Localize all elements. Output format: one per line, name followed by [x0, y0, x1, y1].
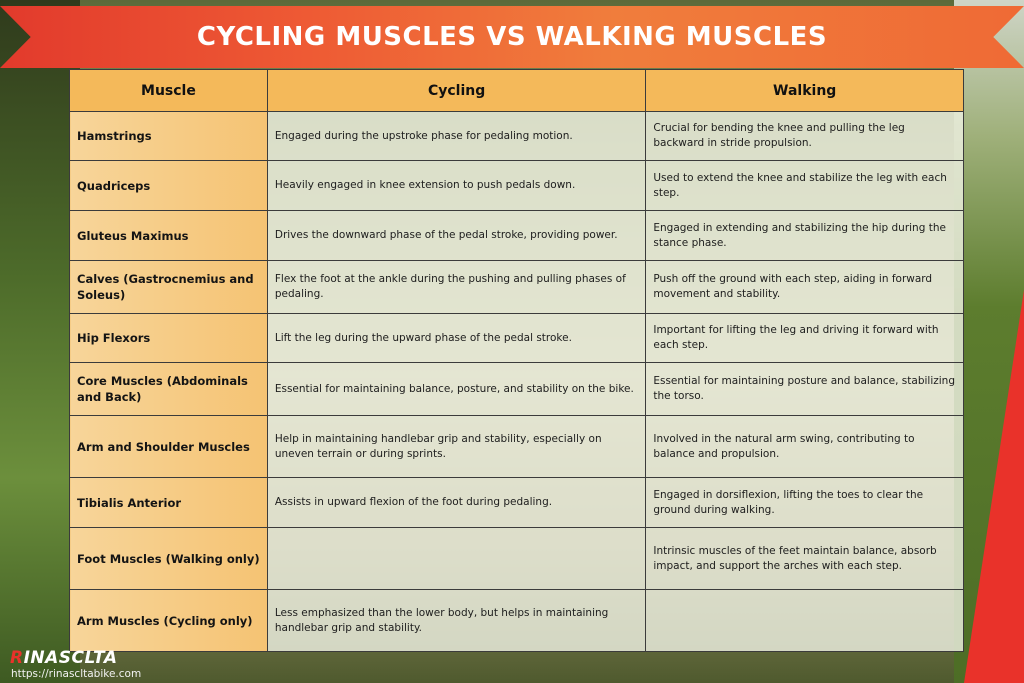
walking-description: Important for lifting the leg and drivin… [645, 313, 964, 363]
title-ribbon [0, 6, 1024, 68]
background-left-foliage [0, 0, 80, 683]
cycling-description: Engaged during the upstroke phase for pe… [266, 111, 647, 161]
table-row: Quadriceps Heavily engaged in knee exten… [69, 160, 964, 211]
walking-description: Push off the ground with each step, aidi… [645, 260, 964, 314]
muscle-name: Hip Flexors [69, 313, 268, 363]
website-url[interactable]: https://rinascltаbike.com [11, 668, 142, 680]
cycling-description: Assists in upward flexion of the foot du… [266, 477, 647, 528]
muscle-name: Foot Muscles (Walking only) [69, 527, 268, 590]
table-row: Calves (Gastrocnemius and Soleus) Flex t… [69, 260, 964, 314]
walking-description [645, 589, 964, 652]
muscle-name: Tibialis Anterior [69, 477, 268, 528]
walking-description: Involved in the natural arm swing, contr… [645, 415, 964, 478]
muscle-name: Gluteus Maximus [69, 210, 268, 261]
cycling-description: Heavily engaged in knee extension to pus… [266, 160, 647, 211]
walking-description: Engaged in dorsiflexion, lifting the toe… [645, 477, 964, 528]
column-header-muscle: Muscle [69, 69, 268, 112]
table-row: Hip Flexors Lift the leg during the upwa… [69, 313, 964, 363]
page-title: CYCLING MUSCLES VS WALKING MUSCLES [196, 22, 828, 52]
muscle-name: Hamstrings [69, 111, 268, 161]
muscle-name: Arm and Shoulder Muscles [69, 415, 268, 478]
walking-description: Used to extend the knee and stabilize th… [645, 160, 964, 211]
title-banner: CYCLING MUSCLES VS WALKING MUSCLES [0, 6, 1024, 68]
logo-initial: R [10, 648, 24, 668]
walking-description: Crucial for bending the knee and pulling… [645, 111, 964, 161]
muscle-name: Quadriceps [69, 160, 268, 211]
table-row: Foot Muscles (Walking only) Intrinsic mu… [69, 527, 964, 590]
table-row: Hamstrings Engaged during the upstroke p… [69, 111, 964, 161]
cycling-description [266, 527, 647, 590]
brand-logo: RINASCLTA [10, 648, 117, 668]
table-row: Gluteus Maximus Drives the downward phas… [69, 210, 964, 261]
muscle-name: Core Muscles (Abdominals and Back) [69, 362, 268, 416]
column-header-cycling: Cycling [266, 69, 647, 112]
cycling-description: Lift the leg during the upward phase of … [266, 313, 647, 363]
walking-description: Essential for maintaining posture and ba… [645, 362, 964, 416]
muscle-name: Calves (Gastrocnemius and Soleus) [69, 260, 268, 314]
cycling-description: Drives the downward phase of the pedal s… [266, 210, 647, 261]
table-header-row: Muscle Cycling Walking [69, 69, 964, 112]
muscle-name: Arm Muscles (Cycling only) [69, 589, 268, 652]
table-row: Arm Muscles (Cycling only) Less emphasiz… [69, 589, 964, 652]
logo-text: INASCLTA [23, 648, 118, 668]
walking-description: Engaged in extending and stabilizing the… [645, 210, 964, 261]
table-row: Core Muscles (Abdominals and Back) Essen… [69, 362, 964, 416]
table-row: Tibialis Anterior Assists in upward flex… [69, 477, 964, 528]
cycling-description: Essential for maintaining balance, postu… [266, 362, 647, 416]
walking-description: Intrinsic muscles of the feet maintain b… [645, 527, 964, 590]
column-header-walking: Walking [645, 69, 964, 112]
comparison-table: Muscle Cycling Walking Hamstrings Engage… [69, 69, 964, 652]
cycling-description: Less emphasized than the lower body, but… [266, 589, 647, 652]
cycling-description: Flex the foot at the ankle during the pu… [266, 260, 647, 314]
cycling-description: Help in maintaining handlebar grip and s… [266, 415, 647, 478]
table-row: Arm and Shoulder Muscles Help in maintai… [69, 415, 964, 478]
